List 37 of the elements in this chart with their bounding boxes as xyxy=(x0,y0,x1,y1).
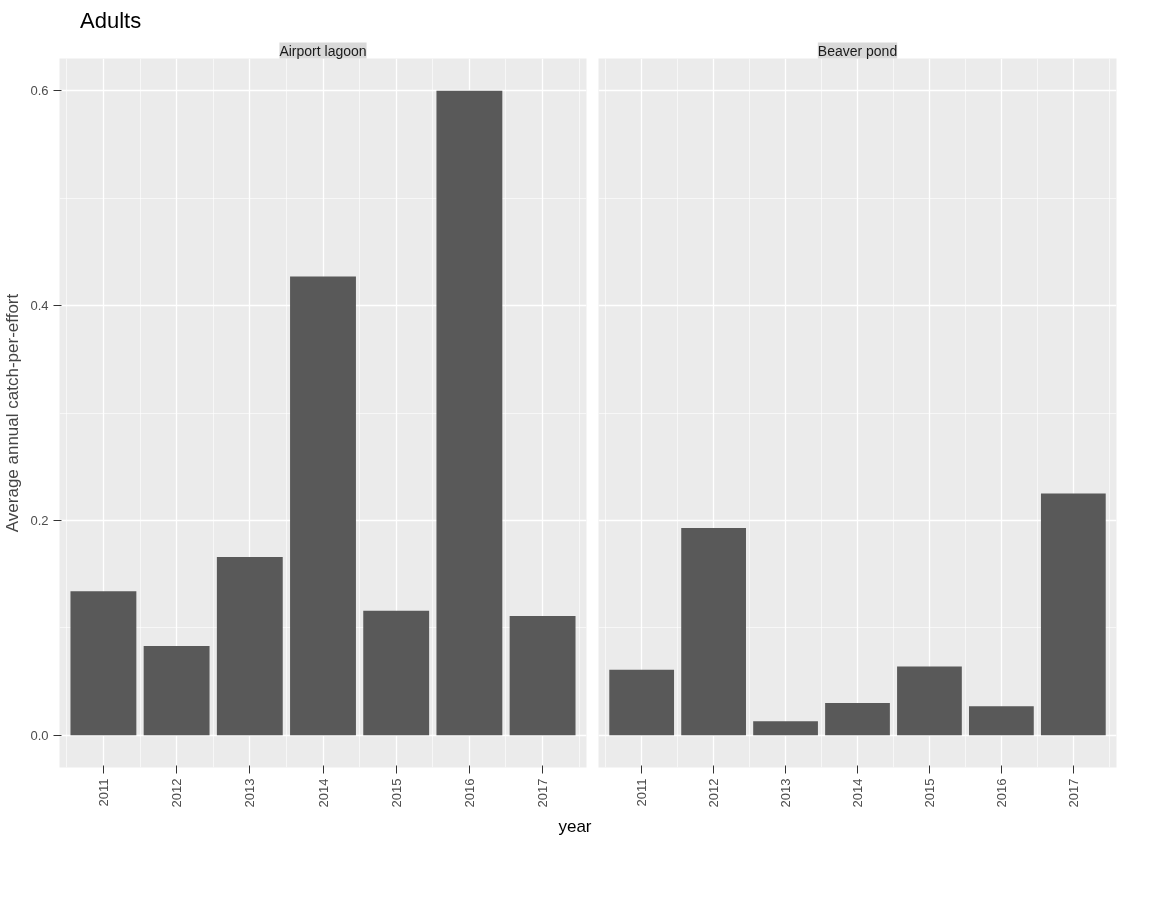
x-tick-label: 2014 xyxy=(315,778,331,808)
x-tick-label: 2013 xyxy=(242,778,258,808)
x-tick-label: 2015 xyxy=(388,778,404,808)
y-tick-label: 0.4 xyxy=(30,298,49,314)
chart-subtitle: Airport lagoon xyxy=(279,42,367,59)
bar xyxy=(143,646,210,736)
bar xyxy=(290,276,356,736)
bar xyxy=(436,90,503,736)
bar xyxy=(753,721,818,736)
x-tick-label: 2011 xyxy=(95,778,111,807)
y-tick-label: 0.6 xyxy=(30,83,49,99)
x-tick-label: 2017 xyxy=(535,778,551,808)
bar xyxy=(969,706,1034,736)
x-tick-label: 2016 xyxy=(993,778,1009,808)
x-tick-label: 2012 xyxy=(706,778,722,808)
x-tick-label: 2015 xyxy=(921,778,937,808)
y-axis-title: Average annual catch-per-effort xyxy=(3,293,23,533)
bar xyxy=(70,591,137,736)
bar xyxy=(216,556,283,736)
bar xyxy=(681,527,746,736)
bar xyxy=(1040,493,1106,736)
x-tick-label: 2016 xyxy=(461,778,477,808)
x-axis-title: year xyxy=(558,816,592,838)
bar xyxy=(825,703,890,736)
bar xyxy=(609,669,675,736)
chart-title: Adults xyxy=(80,7,142,35)
x-tick-label: 2017 xyxy=(1065,778,1081,808)
chart-subtitle: Beaver pond xyxy=(817,42,898,59)
bar xyxy=(509,616,576,736)
x-tick-label: 2014 xyxy=(850,778,865,808)
x-tick-label: 2013 xyxy=(778,778,794,808)
bar xyxy=(363,610,430,736)
y-tick-label: 0.2 xyxy=(30,512,49,528)
x-tick-label: 2012 xyxy=(169,778,185,808)
x-tick-label: 2011 xyxy=(634,778,650,807)
y-tick-label: 0.0 xyxy=(30,727,49,743)
bar xyxy=(897,666,962,736)
